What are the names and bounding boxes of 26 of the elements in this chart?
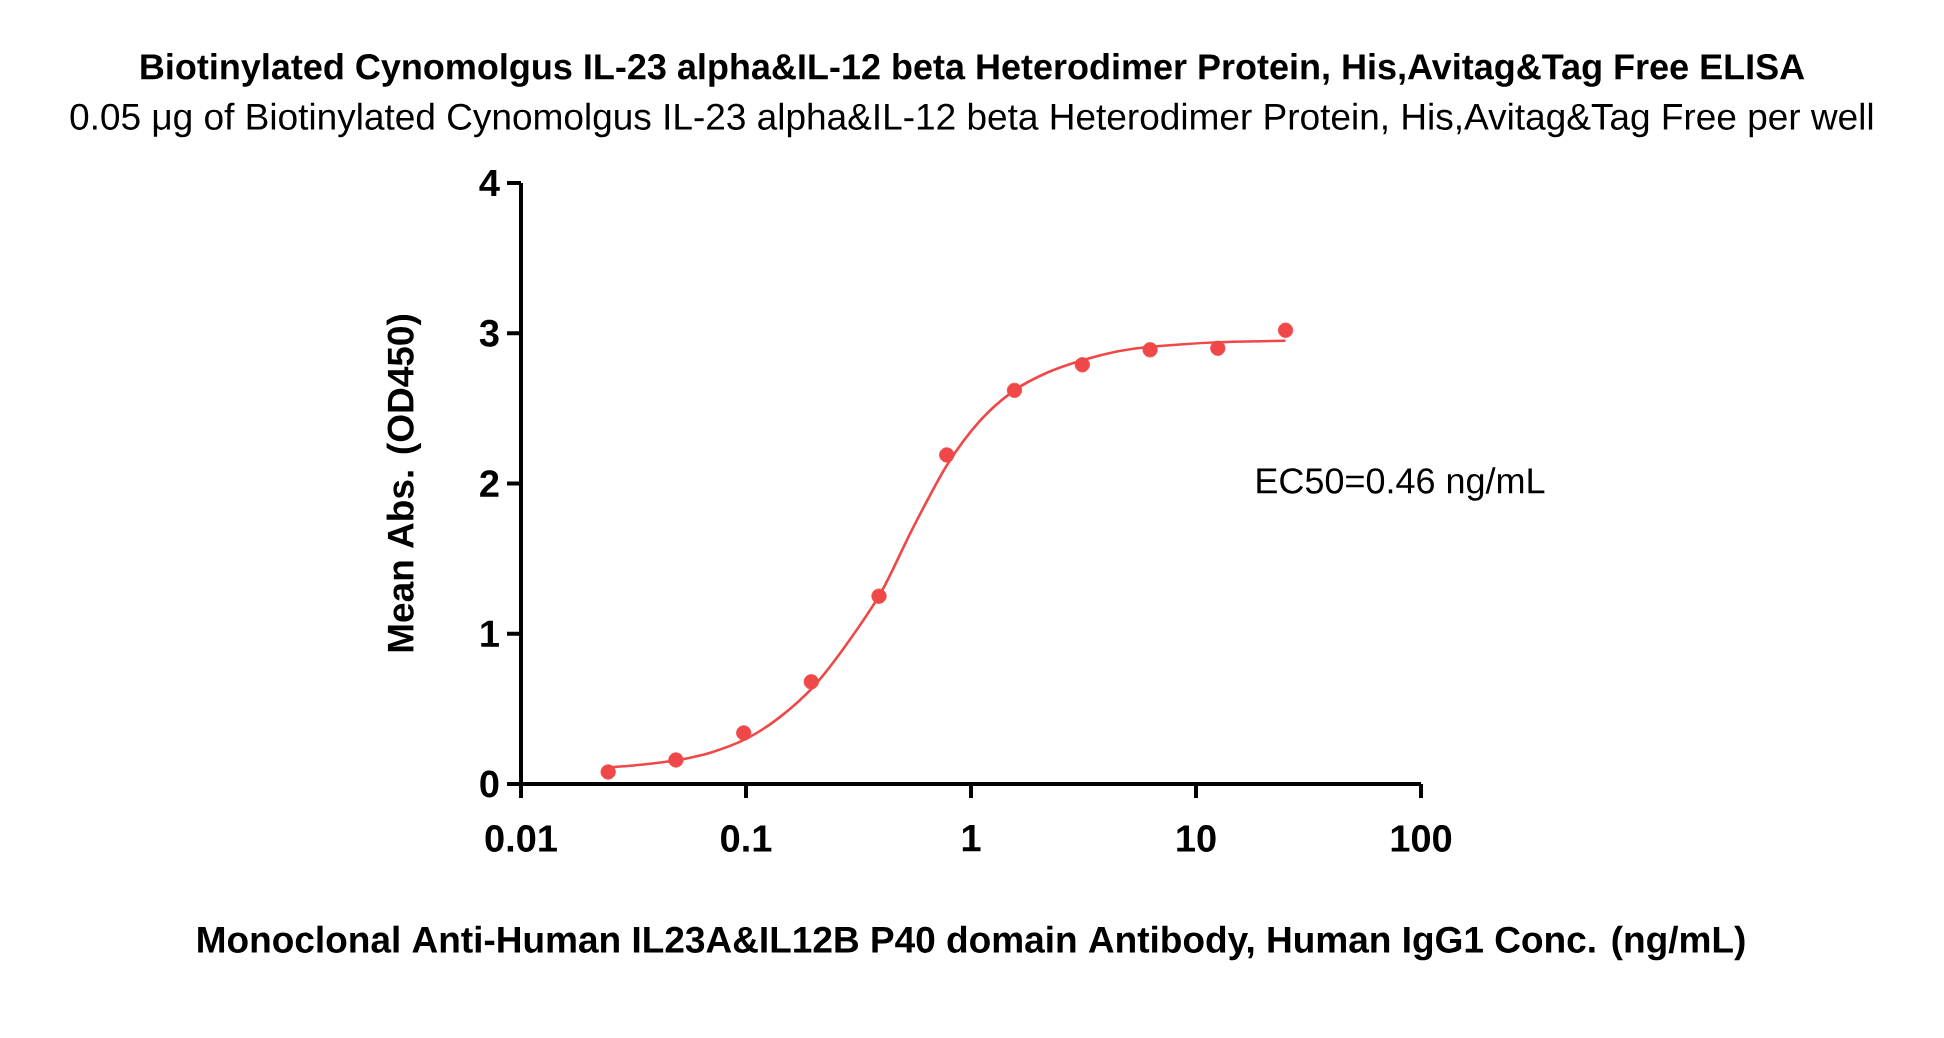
y-tick-label: 2 — [480, 470, 499, 497]
x-tick-label: 0.1 — [721, 825, 772, 852]
x-tick-label: 1 — [962, 825, 981, 852]
point — [600, 764, 616, 780]
y-tick-label: 0 — [480, 770, 499, 798]
point — [1006, 382, 1023, 398]
point — [803, 674, 819, 690]
x-tick-label: 0.01 — [485, 825, 557, 852]
y-tick-label: 3 — [479, 319, 499, 347]
annotation: EC50=0.46 ng/mL — [1257, 467, 1545, 501]
chart-subtitle: 0.05 μg of Biotinylated Cynomolgus IL-23 alpha&IL-12 beta Heterodimer Protein, His,Avitag&Tag Free per well — [70, 102, 1873, 138]
point — [1210, 340, 1226, 356]
point — [1074, 357, 1090, 373]
point — [1142, 342, 1158, 358]
point — [871, 588, 887, 604]
point — [939, 447, 955, 463]
point — [736, 725, 752, 741]
point — [668, 752, 684, 768]
y-tick-label: 4 — [479, 169, 500, 197]
x-tick-label: 10 — [1177, 825, 1216, 852]
y-tick-label: 1 — [481, 620, 499, 647]
x-tick-label: 100 — [1391, 825, 1452, 852]
chart-title: Biotinylated Cynomolgus IL-23 alpha&IL-12 beta Heterodimer Protein, His,Avitag&Tag Free ELISA — [141, 53, 1805, 87]
point — [1277, 322, 1294, 338]
x-axis-title: Monoclonal Anti-Human IL23A&IL12B P40 domain Antibody, Human IgG1 Conc. (ng/mL) — [198, 925, 1745, 961]
y-axis-title: Mean Abs. (OD450) — [386, 315, 422, 652]
